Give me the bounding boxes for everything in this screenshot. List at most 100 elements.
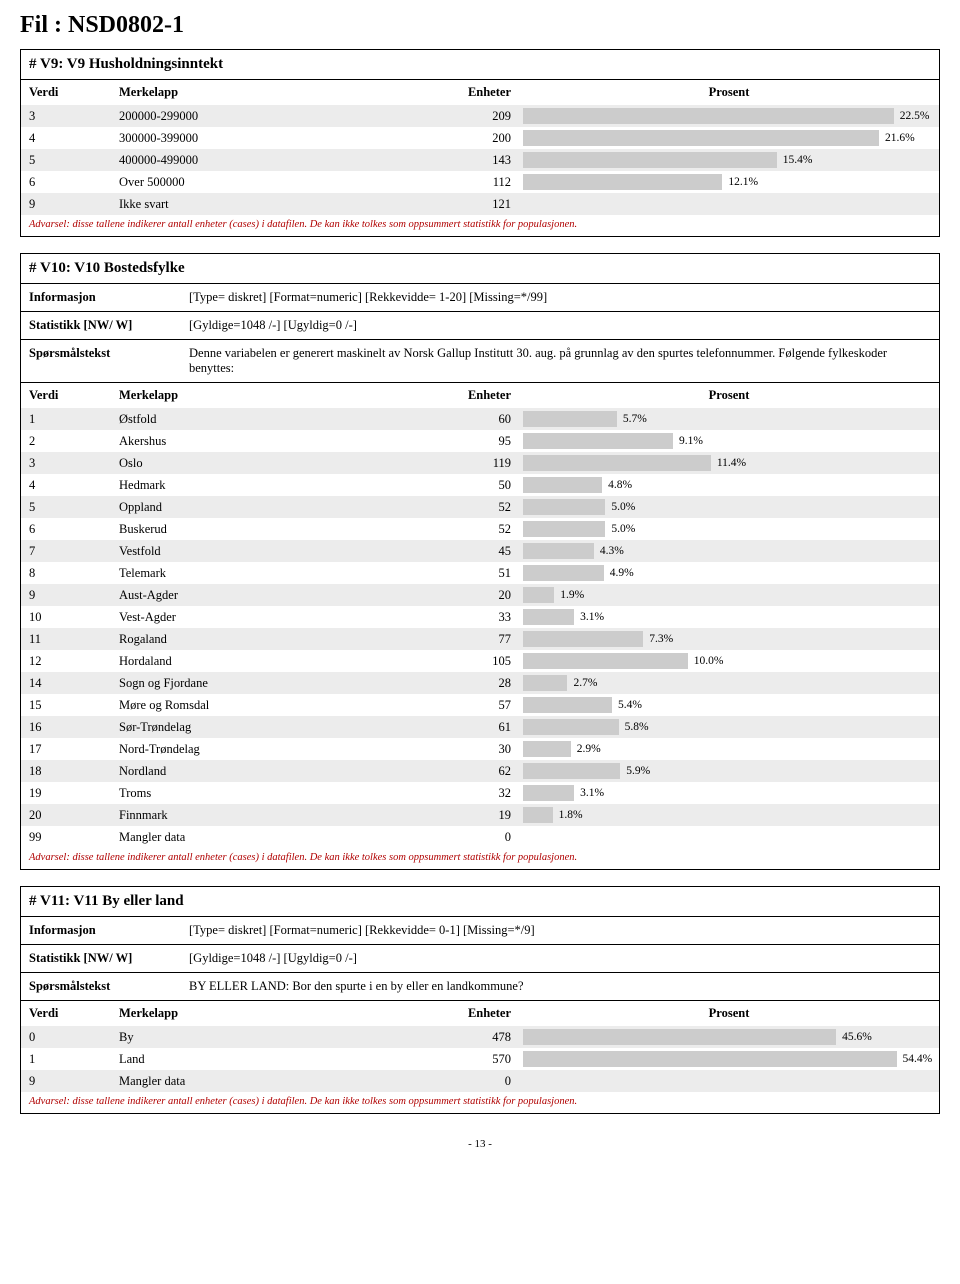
cell-merkelapp: Nordland (111, 760, 449, 782)
cell-verdi: 6 (21, 518, 111, 540)
bar-percent-label: 4.3% (594, 543, 624, 559)
info-value-statistikk: [Gyldige=1048 /-] [Ugyldig=0 /-] (181, 312, 939, 340)
cell-enheter: 95 (449, 430, 519, 452)
cell-verdi: 18 (21, 760, 111, 782)
data-table-v10: Verdi Merkelapp Enheter Prosent 1Østfold… (21, 383, 939, 848)
col-prosent-header: Prosent (519, 383, 939, 408)
heading-prefix: # (29, 56, 40, 72)
bar-fill (523, 675, 567, 691)
cell-enheter: 50 (449, 474, 519, 496)
cell-merkelapp: Møre og Romsdal (111, 694, 449, 716)
table-row: 8Telemark514.9% (21, 562, 939, 584)
variable-heading: # V11: V11 By eller land (21, 887, 939, 917)
cell-prosent: 7.3% (519, 628, 939, 650)
bar-fill (523, 152, 777, 168)
warning-text: Advarsel: disse tallene indikerer antall… (21, 848, 939, 869)
bar-percent-label: 5.4% (612, 697, 642, 713)
cell-prosent: 5.0% (519, 518, 939, 540)
info-value-sporsmal: Denne variabelen er generert maskinelt a… (181, 340, 939, 383)
bar-fill (523, 521, 605, 537)
cell-prosent: 2.7% (519, 672, 939, 694)
cell-verdi: 16 (21, 716, 111, 738)
cell-enheter: 20 (449, 584, 519, 606)
warning-text: Advarsel: disse tallene indikerer antall… (21, 1092, 939, 1113)
table-row: 1Østfold605.7% (21, 408, 939, 430)
table-row: 4300000-39900020021.6% (21, 127, 939, 149)
cell-enheter: 45 (449, 540, 519, 562)
cell-enheter: 570 (449, 1048, 519, 1070)
table-row: 7Vestfold45 4.3% (21, 540, 939, 562)
cell-merkelapp: By (111, 1026, 449, 1048)
heading-prefix: # (29, 893, 40, 909)
heading-text: V9: V9 Husholdningsinntekt (40, 56, 223, 72)
bar-percent-label: 4.8% (602, 477, 632, 493)
cell-merkelapp: Hordaland (111, 650, 449, 672)
cell-enheter: 77 (449, 628, 519, 650)
page-title: Fil : NSD0802-1 (20, 12, 940, 39)
table-row: 3200000-29900020922.5% (21, 105, 939, 127)
bar-percent-label: 22.5% (894, 108, 930, 124)
bar-fill (523, 108, 894, 124)
heading-text: V10: V10 Bostedsfylke (40, 260, 185, 276)
bar-percent-label: 5.9% (620, 763, 650, 779)
cell-enheter: 0 (449, 1070, 519, 1092)
table-row: 14Sogn og Fjordane282.7% (21, 672, 939, 694)
table-row: 12Hordaland10510.0% (21, 650, 939, 672)
info-value-informasjon: [Type= diskret] [Format=numeric] [Rekkev… (181, 284, 939, 312)
cell-verdi: 11 (21, 628, 111, 650)
cell-verdi: 14 (21, 672, 111, 694)
data-table-v11: Verdi Merkelapp Enheter Prosent 0By47845… (21, 1001, 939, 1092)
cell-verdi: 7 (21, 540, 111, 562)
bar-fill (523, 565, 604, 581)
bar-fill (523, 631, 643, 647)
cell-prosent: 54.4% (519, 1048, 939, 1070)
cell-prosent: 1.9% (519, 584, 939, 606)
bar-percent-label: 5.7% (617, 411, 647, 427)
bar-fill (523, 499, 605, 515)
variable-heading: # V9: V9 Husholdningsinntekt (21, 50, 939, 80)
cell-enheter: 52 (449, 496, 519, 518)
table-row: 4Hedmark504.8% (21, 474, 939, 496)
table-row: 19Troms323.1% (21, 782, 939, 804)
bar-percent-label: 15.4% (777, 152, 813, 168)
table-row: 5400000-49900014315.4% (21, 149, 939, 171)
cell-prosent: 4.8% (519, 474, 939, 496)
bar-fill (523, 741, 571, 757)
col-enheter-header: Enheter (449, 383, 519, 408)
col-enheter-header: Enheter (449, 80, 519, 105)
info-label-statistikk: Statistikk [NW/ W] (21, 945, 181, 973)
table-row: 10Vest-Agder333.1% (21, 606, 939, 628)
cell-prosent: 5.4% (519, 694, 939, 716)
bar-percent-label: 7.3% (643, 631, 673, 647)
info-label-sporsmal: Spørsmålstekst (21, 340, 181, 383)
cell-merkelapp: Over 500000 (111, 171, 449, 193)
table-row: 20Finnmark191.8% (21, 804, 939, 826)
cell-prosent: 21.6% (519, 127, 939, 149)
cell-verdi: 8 (21, 562, 111, 584)
table-row: 0By47845.6% (21, 1026, 939, 1048)
bar-percent-label: 1.9% (554, 587, 584, 603)
info-label-statistikk: Statistikk [NW/ W] (21, 312, 181, 340)
cell-prosent (519, 193, 939, 215)
cell-merkelapp: Mangler data (111, 1070, 449, 1092)
cell-merkelapp: Sør-Trøndelag (111, 716, 449, 738)
cell-merkelapp: 200000-299000 (111, 105, 449, 127)
cell-verdi: 19 (21, 782, 111, 804)
cell-verdi: 9 (21, 193, 111, 215)
cell-merkelapp: 400000-499000 (111, 149, 449, 171)
cell-verdi: 12 (21, 650, 111, 672)
cell-merkelapp: Vestfold (111, 540, 449, 562)
cell-enheter: 200 (449, 127, 519, 149)
col-verdi-header: Verdi (21, 1001, 111, 1026)
bar-percent-label: 5.0% (605, 499, 635, 515)
cell-enheter: 30 (449, 738, 519, 760)
bar-percent-label: 5.8% (619, 719, 649, 735)
cell-prosent: 5.0% (519, 496, 939, 518)
bar-percent-label: 9.1% (673, 433, 703, 449)
cell-enheter: 28 (449, 672, 519, 694)
cell-enheter: 0 (449, 826, 519, 848)
bar-percent-label: 2.7% (567, 675, 597, 691)
table-row: 1Land57054.4% (21, 1048, 939, 1070)
cell-merkelapp: Mangler data (111, 826, 449, 848)
table-row: 99Mangler data0 (21, 826, 939, 848)
